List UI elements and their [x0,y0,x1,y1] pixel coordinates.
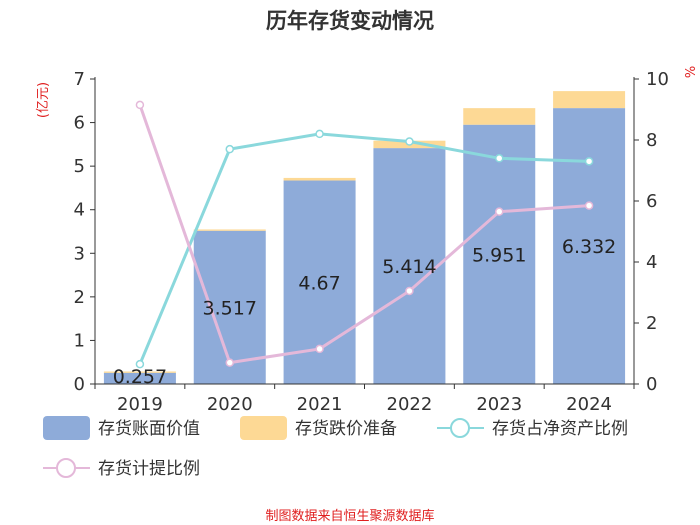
legend-label-impairment: 存货跌价准备 [295,419,397,439]
right-tick-label: 10 [646,69,669,90]
lines-layer [135,100,594,369]
bar-impairment-2021 [283,177,356,181]
bars-layer [103,91,626,385]
legend-label-book-value: 存货账面价值 [98,419,200,439]
bar-book-value-2019 [103,372,176,384]
bar-value-label: 5.414 [382,256,436,278]
bar-book-value-2022 [373,148,446,384]
right-tick-label: 8 [646,130,657,151]
line-provision-ratio [138,104,590,365]
point-net-asset-ratio-2024 [584,157,594,166]
point-provision-ratio-2022 [405,286,414,296]
bar-labels-layer: 0.257 3.517 4.67 5.414 5.951 6.332 [113,236,617,388]
source-note: 制图数据来自恒生聚源数据库 [265,508,434,524]
point-net-asset-ratio-2022 [405,137,414,146]
chart-title: 历年存货变动情况 [266,9,434,33]
bar-value-label: 6.332 [562,236,616,258]
x-tick-label: 2020 [207,394,253,415]
line-net-asset-ratio [138,132,590,365]
point-provision-ratio-2021 [315,344,324,354]
right-tick-label: 0 [646,374,657,395]
x-tick-label: 2019 [117,394,163,415]
left-tick-label: 2 [74,287,85,308]
point-net-asset-ratio-2021 [315,129,324,139]
point-net-asset-ratio-2023 [495,154,504,163]
left-axis-unit: (亿元) [36,82,51,118]
right-tick-label: 4 [646,252,657,273]
x-tick-label: 2023 [476,394,522,415]
x-tick-label: 2021 [297,394,343,415]
left-tick-label: 5 [74,156,85,177]
left-tick-label: 0 [74,374,85,395]
left-tick-label: 4 [74,200,85,221]
legend-label-net-asset-ratio: 存货占净资产比例 [492,419,628,439]
right-tick-label: 6 [646,191,657,212]
legend-marker-net-asset-ratio [450,418,470,438]
legend-label-provision-ratio: 存货计提比例 [98,459,200,479]
right-tick-label: 2 [646,313,657,334]
axes-layer: 0 1 2 3 4 5 6 7 0 2 4 6 8 10 2019 2020 2021 2022 2023 2024 [74,69,669,415]
point-provision-ratio-2024 [584,201,594,210]
left-tick-label: 7 [74,69,85,90]
point-provision-ratio-2019 [135,100,145,110]
legend-swatch-impairment [240,416,287,440]
bar-impairment-2019 [103,371,176,373]
left-tick-label: 1 [74,330,85,351]
point-net-asset-ratio-2020 [225,144,234,154]
bar-impairment-2020 [193,229,266,231]
point-provision-ratio-2023 [495,207,504,216]
bar-impairment-2023 [463,108,536,125]
right-axis-unit: % [684,66,699,78]
bar-value-label: 3.517 [203,297,257,319]
x-tick-label: 2022 [387,394,433,415]
bar-value-label: 0.257 [113,366,167,388]
bar-book-value-2024 [553,108,626,384]
left-tick-label: 6 [74,113,85,134]
bar-impairment-2024 [553,91,626,109]
legend-swatch-book-value [43,416,90,440]
x-tick-label: 2024 [566,394,612,415]
bar-value-label: 5.951 [472,244,526,266]
left-tick-label: 3 [74,243,85,264]
legend-marker-provision-ratio [56,458,76,478]
bar-value-label: 4.67 [298,272,340,294]
bar-book-value-2023 [463,124,536,385]
point-net-asset-ratio-2019 [135,359,145,369]
point-provision-ratio-2020 [225,358,234,367]
